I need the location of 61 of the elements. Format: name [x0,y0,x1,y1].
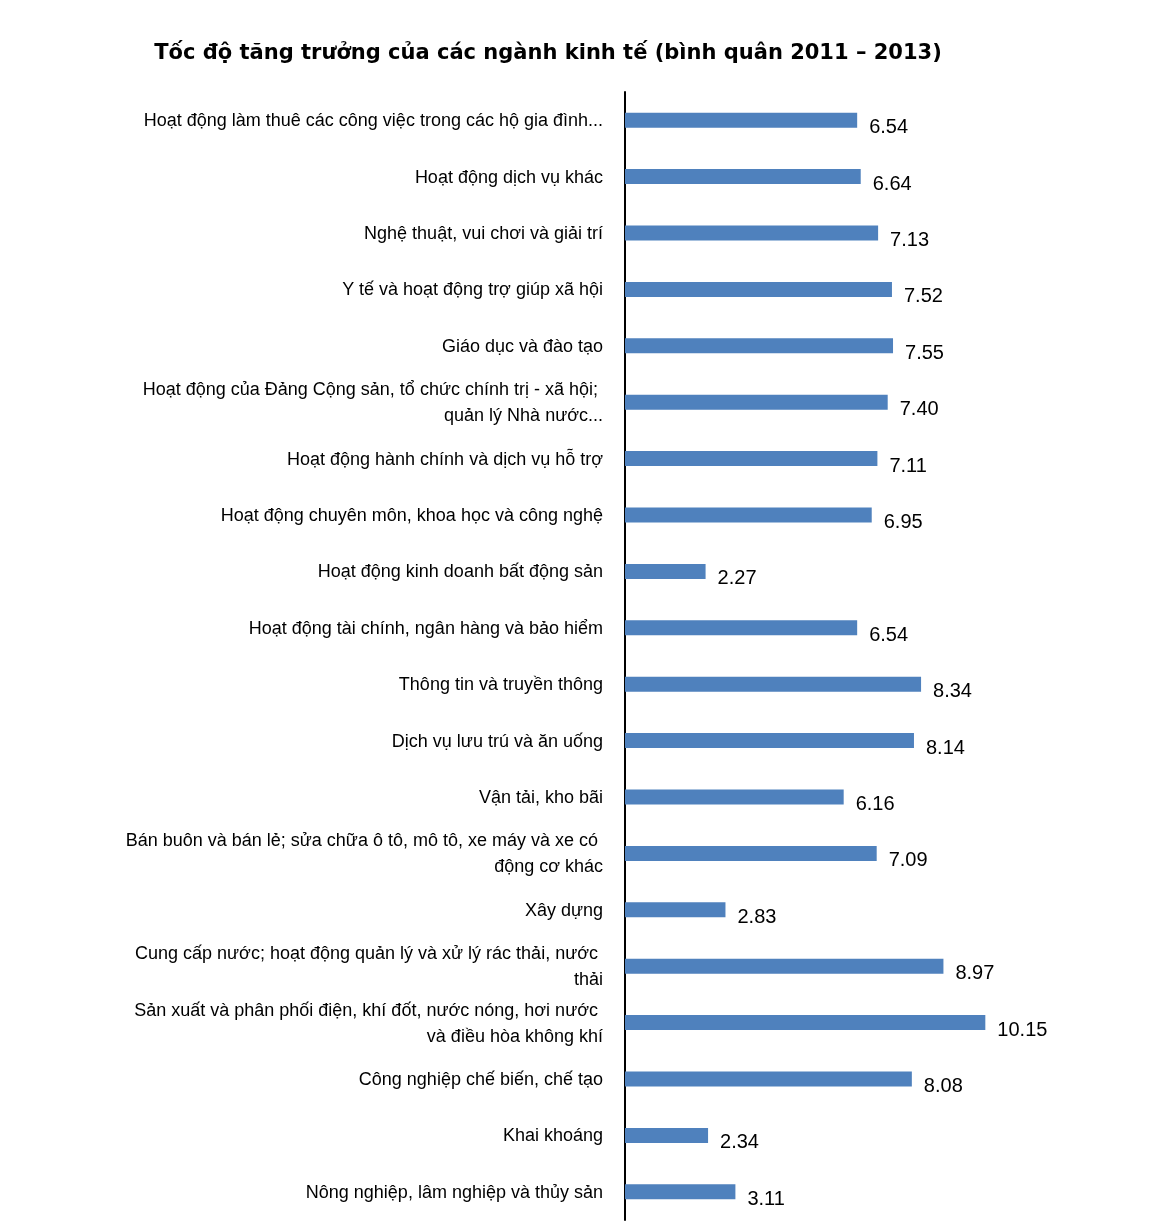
data-label: 6.54 [869,115,909,138]
data-label: 7.55 [905,340,944,363]
y-tick-label: Hoạt động dịch vụ khác [414,166,603,187]
y-tick-label: Công nghiệp chế biến, chế tạo [358,1069,603,1089]
data-label: 7.40 [899,397,939,420]
bar [625,338,894,354]
y-tick-label: Hoạt động của Đảng Cộng sản, tổ chức chính trị - xã hội; quản lý Nhà nước... [142,379,603,426]
y-tick-label: Hoạt động chuyên môn, khoa học và công nghệ [220,505,603,525]
bar [625,902,726,918]
y-tick-label: Hoạt động hành chính và dịch vụ hỗ trợ [286,447,604,469]
bar [625,1015,986,1031]
bar [625,1184,736,1200]
y-tick-label: Nông nghiệp, lâm nghiệp và thủy sản [305,1181,603,1202]
data-label: 6.64 [872,171,912,194]
bar [625,1071,912,1087]
data-label: 6.95 [883,510,923,532]
bar [625,676,922,692]
bar [625,225,879,241]
bar [625,169,861,185]
y-tick-label: Nghệ thuật, vui chơi và giải trí [364,223,603,243]
data-label: 8.14 [925,735,965,758]
data-label: 8.34 [933,679,973,702]
data-label: 6.16 [855,792,895,814]
y-tick-label: Hoạt động làm thuê các công việc trong các hộ gia đình... [143,110,603,131]
data-label: 8.08 [923,1074,963,1096]
y-tick-label: Cung cấp nước; hoạt động quản lý và xử lý rác thải, nước thải [135,943,603,990]
y-tick-label: Khai khoáng [502,1125,603,1146]
data-label: 10.15 [997,1017,1048,1040]
y-tick-label: Dịch vụ lưu trú và ăn uống [391,730,603,751]
chart-title: Tốc độ tăng trưởng của các ngành kinh tế (bình quân 2011 – 2013) [154,39,942,64]
bar [625,1127,709,1143]
bar [625,451,878,467]
data-label: 6.54 [869,622,909,645]
y-tick-label: Hoạt động tài chính, ngân hàng và bảo hiểm [248,617,603,638]
y-tick-label: Vận tải, kho bãi [478,787,603,807]
bar [625,507,872,523]
bar [625,789,844,805]
bar [625,845,877,861]
y-tick-label: Bán buôn và bán lẻ; sửa chữa ô tô, mô tô, xe máy và xe có động cơ khác [125,830,603,877]
data-label: 7.11 [889,453,927,476]
data-label: 2.27 [717,566,757,589]
bar [625,733,914,749]
y-tick-label: Hoạt động kinh doanh bất động sản [317,561,603,582]
y-tick-label: Giáo dục và đào tạo [441,335,603,356]
data-label: 3.11 [747,1186,785,1209]
data-label: 7.13 [890,228,930,250]
y-tick-label: Sản xuất và phân phối điện, khí đốt, nước nóng, hơi nước và điều hòa không khí [134,999,603,1046]
data-label: 8.97 [955,961,995,984]
data-label: 2.34 [720,1130,760,1153]
bar [625,563,706,579]
bar [625,958,944,974]
y-tick-label: Y tế và hoạt động trợ giúp xã hội [342,279,603,300]
bar [625,281,892,297]
bar [625,620,858,636]
y-tick-label: Thông tin và truyền thông [398,674,603,695]
bar [625,394,888,410]
bar [625,112,858,128]
y-tick-label: Xây dựng [524,899,603,920]
data-label: 2.83 [737,904,777,927]
data-label: 7.52 [903,284,943,307]
data-label: 7.09 [888,848,928,871]
